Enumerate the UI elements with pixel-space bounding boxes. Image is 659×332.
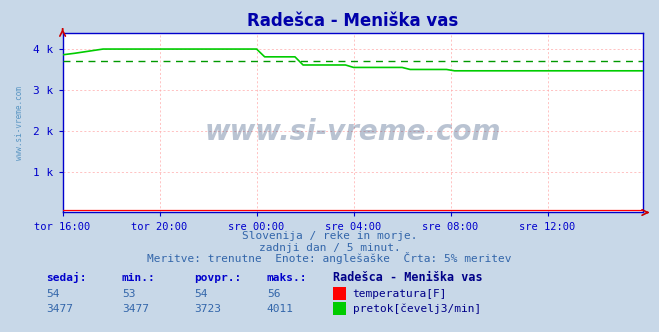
Text: www.si-vreme.com: www.si-vreme.com <box>204 118 501 146</box>
Title: Radešca - Meniška vas: Radešca - Meniška vas <box>247 12 458 30</box>
Text: zadnji dan / 5 minut.: zadnji dan / 5 minut. <box>258 243 401 253</box>
Text: 56: 56 <box>267 289 280 299</box>
Text: Slovenija / reke in morje.: Slovenija / reke in morje. <box>242 231 417 241</box>
Text: 4011: 4011 <box>267 304 294 314</box>
Text: sedaj:: sedaj: <box>46 272 86 283</box>
Text: Meritve: trenutne  Enote: anglešaške  Črta: 5% meritev: Meritve: trenutne Enote: anglešaške Črta… <box>147 252 512 264</box>
Text: 3477: 3477 <box>46 304 73 314</box>
Text: temperatura[F]: temperatura[F] <box>353 289 447 299</box>
Text: 54: 54 <box>46 289 59 299</box>
Text: maks.:: maks.: <box>267 273 307 283</box>
Text: povpr.:: povpr.: <box>194 273 242 283</box>
Text: pretok[čevelj3/min]: pretok[čevelj3/min] <box>353 303 481 314</box>
Text: www.si-vreme.com: www.si-vreme.com <box>14 86 24 160</box>
Text: 3477: 3477 <box>122 304 149 314</box>
Text: 3723: 3723 <box>194 304 221 314</box>
Text: Radešca - Meniška vas: Radešca - Meniška vas <box>333 271 482 284</box>
Text: 54: 54 <box>194 289 208 299</box>
Text: min.:: min.: <box>122 273 156 283</box>
Text: 53: 53 <box>122 289 135 299</box>
